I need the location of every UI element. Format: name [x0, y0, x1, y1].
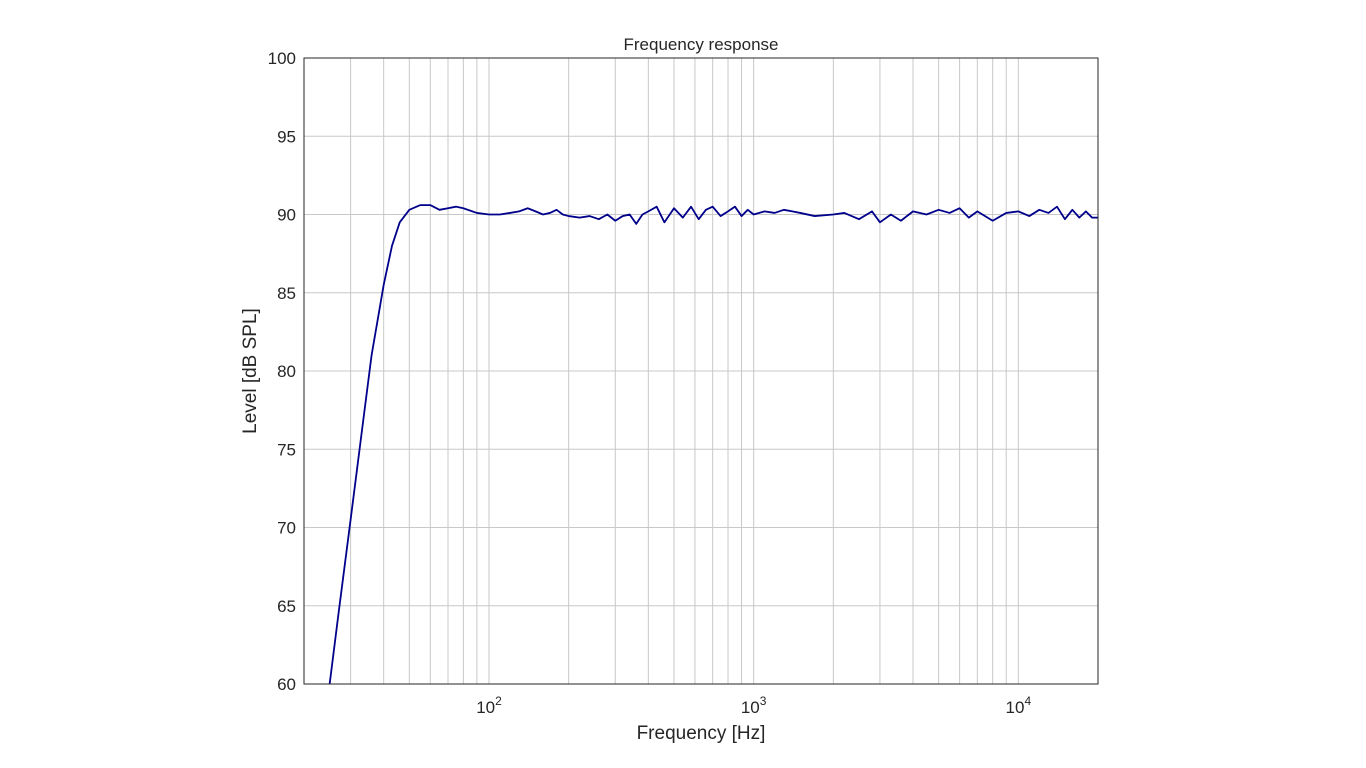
y-tick-label: 75	[277, 440, 296, 459]
y-tick-label: 80	[277, 362, 296, 381]
x-tick-label: 103	[741, 694, 767, 717]
x-axis-label: Frequency [Hz]	[637, 723, 766, 744]
y-tick-label: 65	[277, 597, 296, 616]
x-tick-label: 102	[476, 694, 502, 717]
x-tick-labels: 102 103 104	[476, 694, 1031, 717]
frequency-response-line	[328, 204, 1098, 685]
y-axis-label: Level [dB SPL]	[240, 308, 261, 434]
y-tick-label: 70	[277, 519, 296, 538]
y-tick-label: 85	[277, 284, 296, 303]
y-tick-label: 95	[277, 127, 296, 146]
y-tick-label: 90	[277, 206, 296, 225]
y-tick-label: 60	[277, 675, 296, 694]
x-tick-label: 104	[1006, 694, 1032, 717]
chart-title: Frequency response	[624, 35, 779, 54]
y-tick-label: 100	[268, 49, 296, 68]
series-layer	[328, 204, 1098, 685]
plot-frame	[303, 57, 1099, 685]
y-tick-labels: 60 65 70 75 80 85 90 95 100	[268, 49, 296, 694]
